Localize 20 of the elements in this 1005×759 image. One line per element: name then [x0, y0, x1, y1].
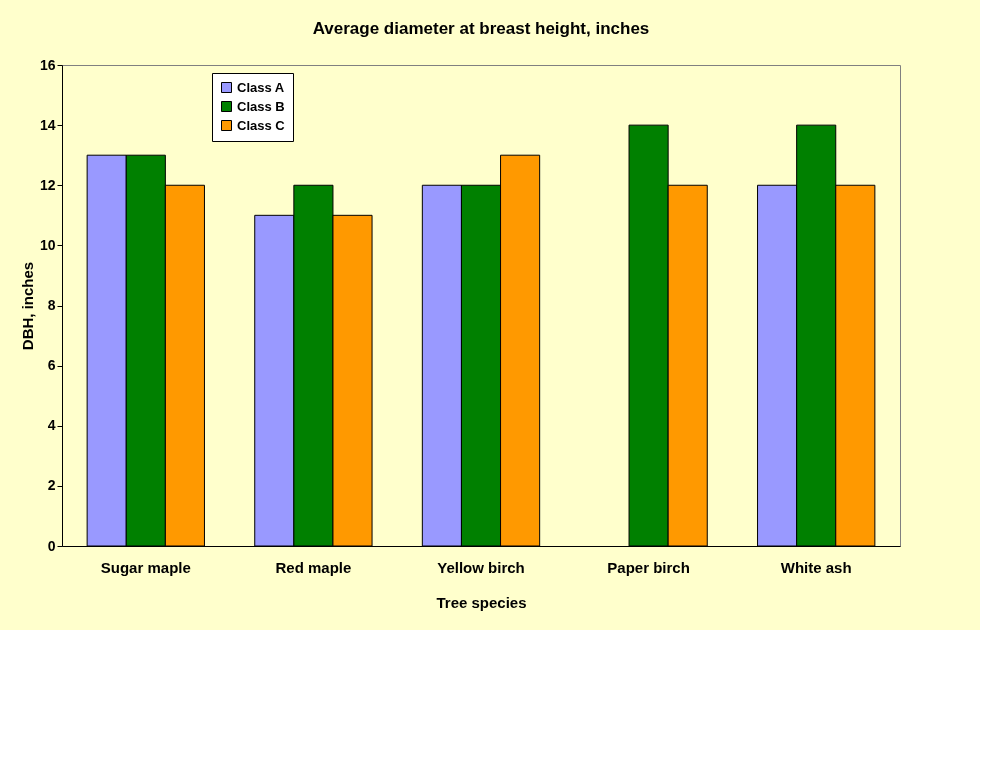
- y-tick-label: 16: [39, 56, 56, 73]
- x-tick-label: Red maple: [275, 558, 352, 576]
- y-tick-label: 8: [47, 297, 56, 313]
- y-tick-label: 4: [47, 417, 56, 434]
- y-tick-label: 6: [47, 357, 56, 374]
- x-tick-label: Yellow birch: [437, 558, 525, 576]
- legend-label: Class A: [237, 79, 285, 95]
- y-tick-label: 10: [39, 236, 56, 253]
- y-tick-label: 12: [39, 176, 56, 193]
- x-tick-label: White ash: [780, 558, 852, 576]
- y-axis-title: DBH, inches: [18, 261, 36, 351]
- x-tick-label: Paper birch: [607, 558, 690, 576]
- x-axis-title: Tree species: [436, 593, 527, 611]
- y-tick-label: 14: [39, 116, 56, 133]
- y-tick-label: 0: [47, 537, 56, 554]
- y-tick-label: 2: [47, 477, 56, 494]
- chart-title: Average diameter at breast height, inches: [312, 19, 650, 38]
- legend-label: Class B: [237, 98, 285, 114]
- legend-label: Class C: [237, 117, 286, 133]
- x-tick-label: Sugar maple: [100, 558, 191, 576]
